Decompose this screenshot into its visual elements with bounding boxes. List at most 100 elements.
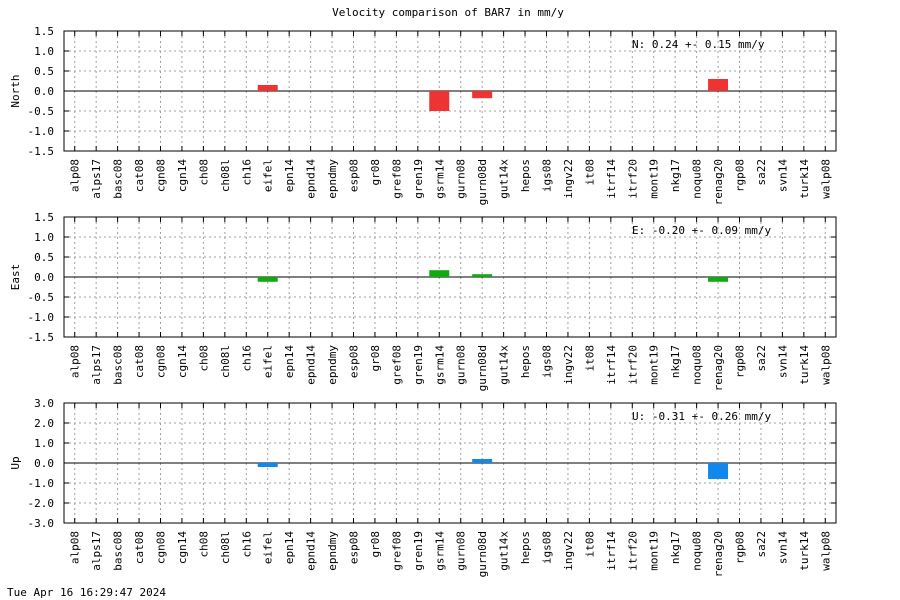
y-tick-label: 0.0 <box>34 457 54 470</box>
x-tick-label: nkg17 <box>669 531 682 564</box>
x-tick-label: epnd14 <box>305 345 318 385</box>
x-tick-label: gsrm14 <box>433 531 446 571</box>
x-tick-label: it08 <box>583 159 596 186</box>
x-tick-label: gut14x <box>498 531 511 571</box>
x-tick-label: gurn08 <box>455 531 468 571</box>
x-tick-label: gut14x <box>498 345 511 385</box>
x-tick-label: cat08 <box>133 531 146 564</box>
x-tick-label: svn14 <box>776 531 789 564</box>
x-tick-label: walp08 <box>819 159 832 199</box>
x-tick-label: cgn14 <box>176 345 189 378</box>
plot-frame <box>63 402 837 524</box>
x-tick-label: ch16 <box>240 159 253 186</box>
x-tick-label: itrf14 <box>605 531 618 571</box>
x-tick-label: gurn08d <box>476 345 489 391</box>
x-tick-label: nkg17 <box>669 345 682 378</box>
chart-panel-north: 1.5 1.0 0.5 0.0 -0.5 -1.0 -1.5 alp08 alps17 basc0… <box>9 25 837 205</box>
x-tick-label: alps17 <box>90 345 103 385</box>
x-tick-label: basc08 <box>112 159 125 199</box>
x-tick-label: ingv22 <box>562 345 575 385</box>
x-tick-label: eifel <box>262 531 275 564</box>
x-tick-label: cgn14 <box>176 159 189 192</box>
x-tick-label: it08 <box>583 345 596 372</box>
x-tick-label: gurn08 <box>455 345 468 385</box>
y-tick-label: -1.0 <box>28 125 55 138</box>
x-tick-label: mont19 <box>648 531 661 571</box>
x-tick-label: rgp08 <box>734 159 747 192</box>
bar-gurn08d <box>472 459 493 463</box>
chart-panel-east: 1.5 1.0 0.5 0.0 -0.5 -1.0 -1.5 alp08 alps17 basc0… <box>9 211 837 391</box>
y-axis-label: North <box>9 74 22 107</box>
x-tick-label: igs08 <box>541 531 554 564</box>
x-tick-label: epn14 <box>283 159 296 192</box>
y-tick-label: 1.0 <box>34 45 54 58</box>
x-tick-label: ch16 <box>240 531 253 558</box>
x-tick-label: turk14 <box>798 531 811 571</box>
x-tick-label: itrf14 <box>605 345 618 385</box>
bar-gurn08d <box>472 91 493 99</box>
x-tick-label: cgn08 <box>155 159 168 192</box>
bar-gsrm14 <box>429 91 450 111</box>
x-tick-label: igs08 <box>541 345 554 378</box>
x-tick-label: epndmy <box>326 531 339 571</box>
x-tick-label: renag20 <box>712 159 725 205</box>
velocity-annotation: N: 0.24 +- 0.15 mm/y <box>632 38 765 51</box>
x-tick-label: hepos <box>519 531 532 564</box>
x-tick-label: esp08 <box>348 531 361 564</box>
x-tick-label: gr08 <box>369 345 382 372</box>
x-tick-label: itrf14 <box>605 159 618 199</box>
x-tick-label: rgp08 <box>734 345 747 378</box>
chart-panels: 1.5 1.0 0.5 0.0 -0.5 -1.0 -1.5 alp08 alps17 basc0… <box>9 25 837 577</box>
bar-renag20 <box>708 463 729 479</box>
x-tick-label: ch08 <box>197 531 210 558</box>
x-tick-label: epndmy <box>326 159 339 199</box>
x-tick-label: gref08 <box>390 345 403 385</box>
x-tick-label: gurn08d <box>476 159 489 205</box>
y-tick-label: -2.0 <box>28 497 55 510</box>
x-tick-label: itrf20 <box>626 159 639 199</box>
bar-eifel <box>257 463 278 467</box>
chart-title: Velocity comparison of BAR7 in mm/y <box>332 6 564 19</box>
bar-gurn08d <box>472 274 493 277</box>
x-tick-label: gref08 <box>390 531 403 571</box>
x-tick-label: it08 <box>583 531 596 558</box>
y-axis-label: East <box>9 264 22 291</box>
x-tick-label: turk14 <box>798 159 811 199</box>
x-tick-label: alp08 <box>69 159 82 192</box>
y-tick-label: -1.5 <box>28 145 55 158</box>
x-tick-label: gren19 <box>412 345 425 385</box>
bar-gsrm14 <box>429 270 450 277</box>
x-tick-label: nkg17 <box>669 159 682 192</box>
x-tick-label: ch08l <box>219 531 232 564</box>
x-tick-label: gref08 <box>390 159 403 199</box>
timestamp-label: Tue Apr 16 16:29:47 2024 <box>7 586 166 599</box>
x-tick-label: renag20 <box>712 345 725 391</box>
x-tick-label: basc08 <box>112 531 125 571</box>
x-tick-label: gurn08d <box>476 531 489 577</box>
x-tick-label: epndmy <box>326 345 339 385</box>
y-tick-label: -1.0 <box>28 477 55 490</box>
x-tick-label: noqu08 <box>691 159 704 199</box>
x-tick-label: rgp08 <box>734 531 747 564</box>
bar-renag20 <box>708 277 729 282</box>
x-tick-label: cgn08 <box>155 531 168 564</box>
y-tick-label: -0.5 <box>28 105 55 118</box>
plot-frame <box>63 30 837 152</box>
y-axis-label: Up <box>9 456 22 469</box>
x-tick-label: epn14 <box>283 345 296 378</box>
y-tick-label: -1.5 <box>28 331 55 344</box>
x-tick-label: mont19 <box>648 345 661 385</box>
x-tick-label: gsrm14 <box>433 159 446 199</box>
x-tick-label: itrf20 <box>626 531 639 571</box>
x-tick-label: esp08 <box>348 159 361 192</box>
x-tick-label: turk14 <box>798 345 811 385</box>
x-tick-label: svn14 <box>776 159 789 192</box>
x-tick-label: eifel <box>262 159 275 192</box>
y-tick-label: 0.0 <box>34 271 54 284</box>
plot-frame <box>63 216 837 338</box>
x-tick-label: hepos <box>519 159 532 192</box>
x-tick-label: ch08l <box>219 345 232 378</box>
x-tick-label: esp08 <box>348 345 361 378</box>
x-tick-label: cat08 <box>133 345 146 378</box>
x-tick-label: gren19 <box>412 159 425 199</box>
